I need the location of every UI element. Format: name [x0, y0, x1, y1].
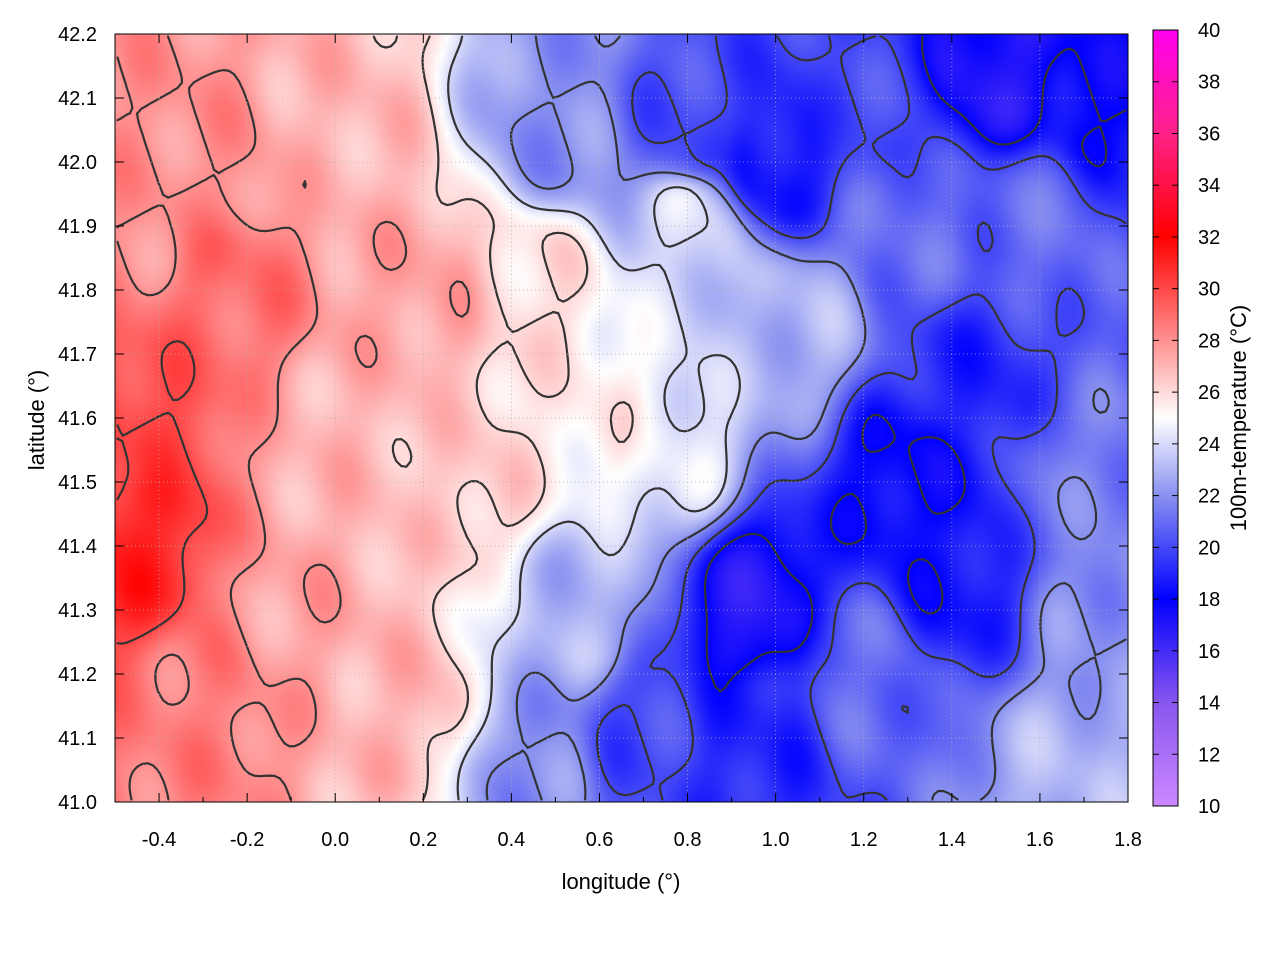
colorbar-tick-label: 38 [1198, 72, 1220, 94]
y-tick-label: 42.1 [58, 88, 97, 110]
y-tick-label: 41.1 [58, 728, 97, 750]
x-tick-label: -0.2 [230, 829, 264, 851]
x-tick-label: 1.0 [762, 829, 790, 851]
contour-line [595, 35, 1127, 801]
colorbar-tick-label: 18 [1198, 589, 1220, 611]
contour-line [703, 35, 1127, 693]
x-axis: -0.4 -0.2 0.0 0.2 0.4 0.6 0.8 1.0 1.2 1.4 1.6 1.8 [114, 34, 1142, 851]
x-tick-label: -0.4 [142, 829, 176, 851]
contour-line [485, 35, 1127, 801]
colorbar-ticks: 10 12 14 16 18 20 22 24 26 28 30 32 34 36 38 40 [1153, 20, 1220, 818]
colorbar-tick-label: 30 [1198, 279, 1220, 301]
colorbar-label: 100m-temperature (°C) [1226, 305, 1251, 531]
y-tick-label: 41.3 [58, 600, 97, 622]
y-tick-label: 42.2 [58, 24, 97, 46]
x-tick-label: 0.6 [586, 829, 614, 851]
colorbar-tick-label: 14 [1198, 693, 1220, 715]
contour-line [116, 35, 471, 801]
temperature-field [115, 34, 1128, 802]
contour-line [372, 35, 634, 801]
colorbar-tick-label: 26 [1198, 382, 1220, 404]
colorbar-gradient [1152, 29, 1179, 807]
colorbar-tick-label: 40 [1198, 20, 1220, 42]
contour-lines [116, 35, 1127, 801]
y-tick-label: 42.0 [58, 152, 97, 174]
y-tick-label: 41.2 [58, 664, 97, 686]
x-tick-label: 0.0 [321, 829, 349, 851]
colorbar-tick-label: 12 [1198, 744, 1220, 766]
x-tick-label: 1.2 [850, 829, 878, 851]
x-tick-label: 0.4 [497, 829, 525, 851]
x-tick-label: 1.4 [938, 829, 966, 851]
y-tick-label: 41.8 [58, 280, 97, 302]
colorbar-tick-label: 20 [1198, 537, 1220, 559]
colorbar-tick-label: 28 [1198, 330, 1220, 352]
x-tick-label: 1.8 [1114, 829, 1142, 851]
contour-line [116, 340, 209, 645]
y-tick-label: 41.7 [58, 344, 97, 366]
colorbar-tick-label: 36 [1198, 123, 1220, 145]
x-tick-label: 0.8 [674, 829, 702, 851]
y-tick-label: 41.9 [58, 216, 97, 238]
y-axis-label: latitude (°) [24, 370, 49, 471]
colorbar-tick-label: 22 [1198, 486, 1220, 508]
y-tick-label: 41.0 [58, 792, 97, 814]
y-tick-label: 41.4 [58, 536, 97, 558]
x-axis-label: longitude (°) [562, 869, 681, 894]
y-tick-label: 41.5 [58, 472, 97, 494]
plot-area [114, 33, 1129, 803]
colorbar-tick-label: 34 [1198, 175, 1220, 197]
y-tick-label: 41.6 [58, 408, 97, 430]
contour-line [447, 35, 741, 801]
colorbar-tick-label: 32 [1198, 227, 1220, 249]
colorbar: 10 12 14 16 18 20 22 24 26 28 30 32 34 36 38 40 [1152, 20, 1220, 818]
x-tick-label: 1.6 [1026, 829, 1054, 851]
x-tick-label: 0.2 [409, 829, 437, 851]
colorbar-tick-label: 10 [1198, 796, 1220, 818]
y-axis: 41.0 41.1 41.2 41.3 41.4 41.5 41.6 41.7 41.8 41.9… [58, 24, 1128, 814]
colorbar-tick-label: 16 [1198, 641, 1220, 663]
colorbar-tick-label: 24 [1198, 434, 1220, 456]
